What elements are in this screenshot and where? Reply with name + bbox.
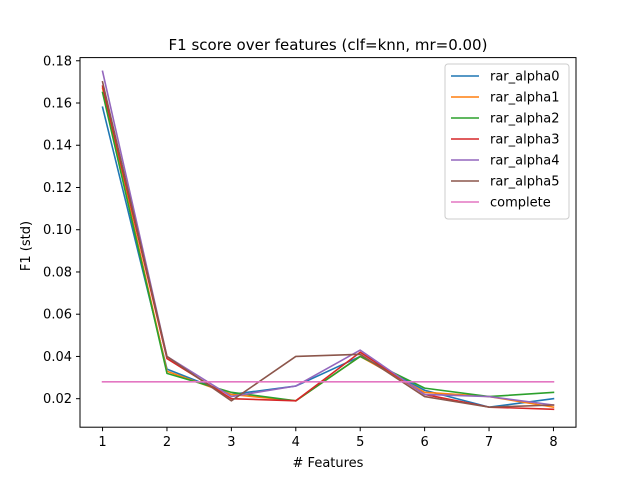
y-tick-label: 0.02 xyxy=(43,392,72,407)
series-line-rar_alpha5 xyxy=(101,80,555,408)
x-tick-label: 3 xyxy=(227,435,235,450)
x-axis-label: # Features xyxy=(293,456,364,471)
y-tick-label: 0.14 xyxy=(43,139,72,154)
legend: rar_alpha0 rar_alpha1 rar_alpha2 rar_alpha3… xyxy=(444,63,570,220)
legend-label-complete: complete xyxy=(490,196,551,211)
y-tick-label: 0.04 xyxy=(43,350,72,365)
legend-label-rar_alpha1: rar_alpha1 xyxy=(490,91,559,106)
x-tick-label: 6 xyxy=(420,435,428,450)
x-tick-label: 5 xyxy=(356,435,364,450)
series-line-rar_alpha2 xyxy=(101,91,555,402)
x-tick-label: 8 xyxy=(549,435,557,450)
chart-title: F1 score over features (clf=knn, mr=0.00… xyxy=(169,36,488,54)
x-tick-label: 2 xyxy=(163,435,171,450)
legend-label-rar_alpha2: rar_alpha2 xyxy=(490,112,559,127)
legend-label-rar_alpha5: rar_alpha5 xyxy=(490,175,559,190)
y-tick-label: 0.18 xyxy=(43,54,72,69)
y-tick-label: 0.08 xyxy=(43,265,72,280)
legend-label-rar_alpha3: rar_alpha3 xyxy=(490,133,559,148)
axes-layer: 1 2 3 4 5 6 7 8 0.02 0.04 0.06 0.08 0.10 0.12 0.14 0.16… xyxy=(43,54,577,450)
legend-label-rar_alpha4: rar_alpha4 xyxy=(490,154,559,169)
plot-frame xyxy=(79,57,577,428)
legend-label-rar_alpha0: rar_alpha0 xyxy=(490,70,559,85)
y-tick-label: 0.12 xyxy=(43,181,72,196)
y-tick-label: 0.16 xyxy=(43,97,72,112)
y-tick-label: 0.06 xyxy=(43,308,72,323)
x-tick-label: 1 xyxy=(98,435,106,450)
x-tick-label: 7 xyxy=(485,435,493,450)
x-tick-label: 4 xyxy=(292,435,300,450)
y-axis-label: F1 (std) xyxy=(19,221,34,271)
y-tick-label: 0.10 xyxy=(43,223,72,238)
series-layer xyxy=(101,70,555,411)
